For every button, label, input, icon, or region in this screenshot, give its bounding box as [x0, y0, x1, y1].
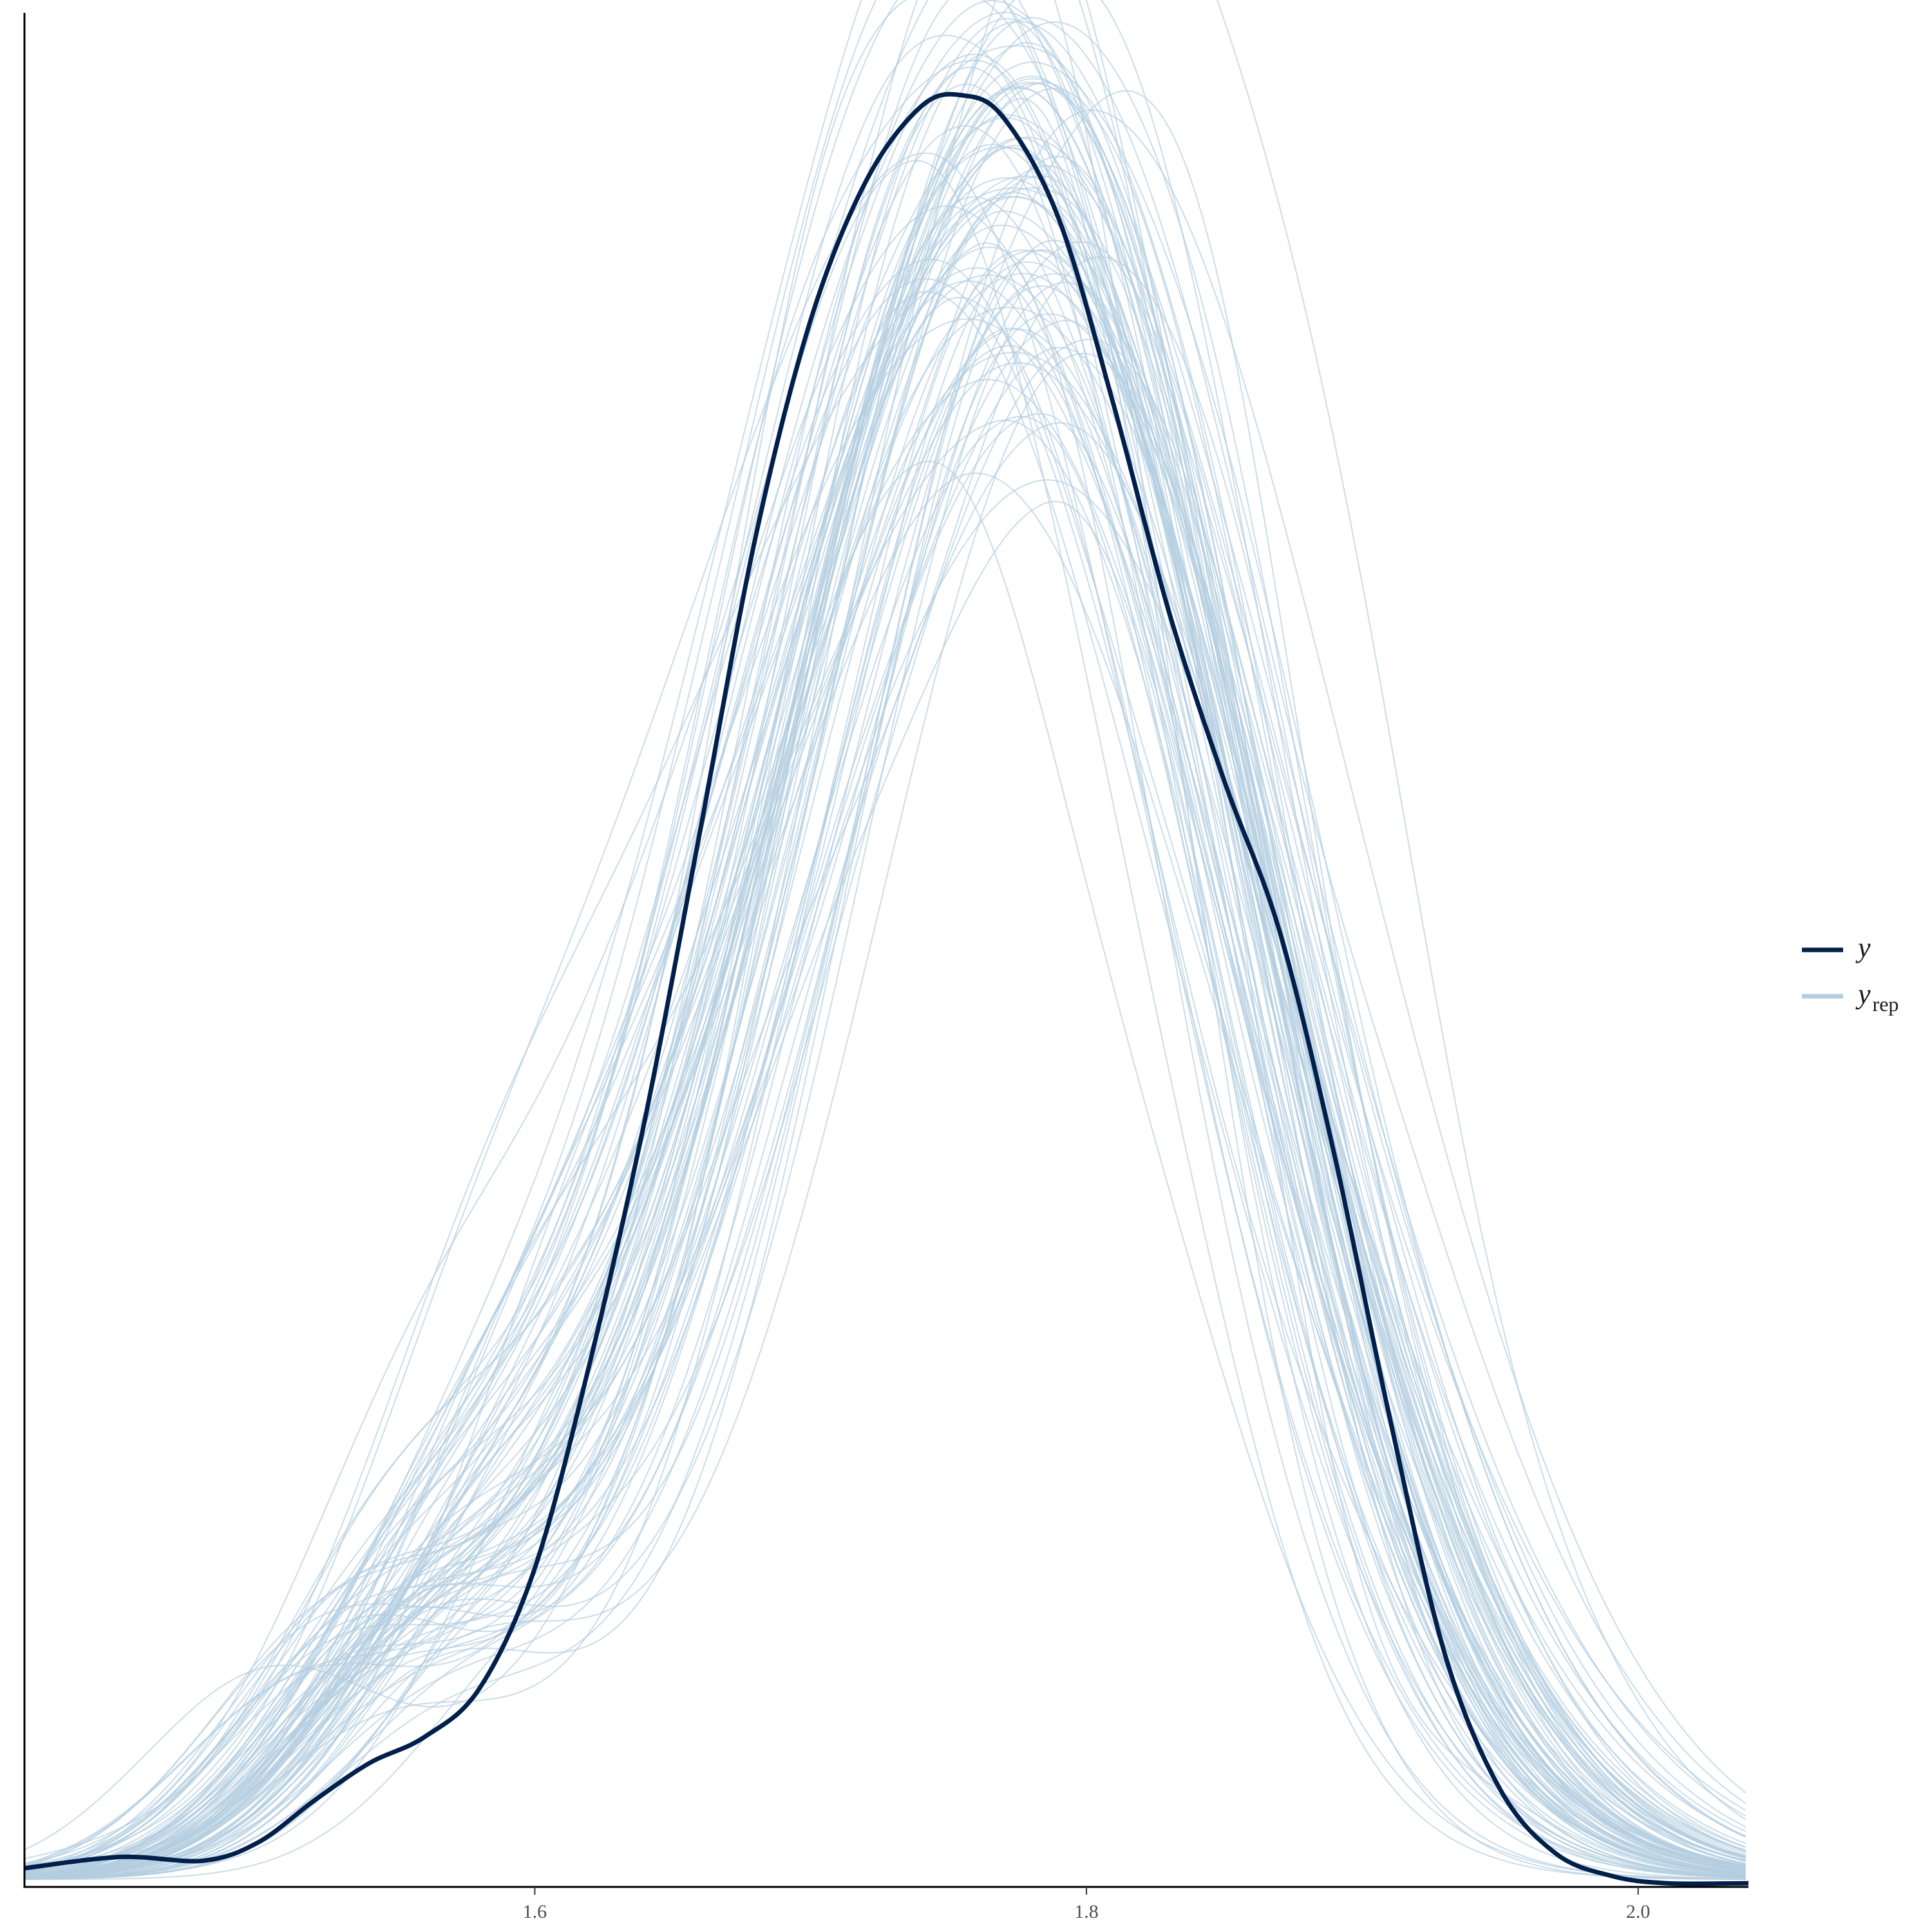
x-ticks: 1.6 1.8 2.0: [523, 1887, 1651, 1922]
yrep-curve: [24, 261, 1747, 1880]
yrep-curve: [24, 83, 1746, 1879]
x-tick-label: 1.8: [1074, 1901, 1099, 1922]
yrep-curve: [24, 0, 1746, 1877]
x-tick-label: 1.6: [523, 1901, 547, 1922]
yrep-curve: [24, 258, 1746, 1875]
legend-label-y: y: [1855, 932, 1871, 963]
yrep-curve: [24, 175, 1746, 1878]
yrep-curve: [24, 205, 1746, 1877]
yrep-curve: [24, 0, 1746, 1877]
legend-label-yrep-main: y: [1855, 978, 1871, 1010]
yrep-curve: [24, 352, 1746, 1880]
yrep-curve: [24, 175, 1746, 1877]
yrep-curve: [24, 0, 1747, 1877]
yrep-curve: [24, 0, 1746, 1876]
yrep-curve: [24, 144, 1746, 1879]
yrep-curve: [24, 156, 1746, 1877]
yrep-curve: [24, 61, 1747, 1880]
yrep-curve: [24, 210, 1747, 1880]
yrep-curve: [24, 152, 1746, 1878]
yrep-curve: [24, 419, 1746, 1878]
y-curve-layer: [24, 91, 1749, 1886]
yrep-curve: [24, 87, 1746, 1871]
yrep-curve: [24, 160, 1746, 1880]
yrep-curve: [24, 249, 1747, 1879]
legend: y yrep: [1802, 932, 1899, 1016]
yrep-curve: [24, 196, 1746, 1865]
yrep-curve: [24, 281, 1746, 1879]
yrep-curve: [24, 187, 1746, 1879]
yrep-curve: [24, 144, 1746, 1876]
x-tick-label: 2.0: [1626, 1901, 1651, 1922]
yrep-curve: [24, 362, 1746, 1876]
yrep-curve: [24, 21, 1746, 1879]
legend-label-yrep: yrep: [1855, 978, 1899, 1016]
y-curve: [24, 91, 1749, 1886]
yrep-curve: [24, 285, 1746, 1880]
yrep-curve: [24, 0, 1746, 1873]
yrep-curves: [24, 0, 1747, 1880]
yrep-curve: [24, 313, 1746, 1880]
yrep-curve: [24, 273, 1747, 1873]
legend-label-yrep-sub: rep: [1873, 992, 1899, 1016]
yrep-curve: [24, 338, 1746, 1880]
yrep-curve: [24, 177, 1747, 1875]
yrep-curve: [24, 45, 1746, 1877]
yrep-curve: [24, 460, 1746, 1880]
yrep-curve: [24, 59, 1746, 1878]
yrep-curve: [24, 500, 1746, 1879]
yrep-curve: [24, 34, 1746, 1876]
yrep-curve: [24, 75, 1746, 1877]
yrep-curve: [24, 17, 1746, 1878]
yrep-curve: [24, 0, 1746, 1880]
yrep-curve: [24, 241, 1747, 1880]
yrep-curve: [24, 191, 1746, 1872]
yrep-curve: [24, 224, 1747, 1880]
yrep-curve: [24, 165, 1746, 1879]
yrep-curve: [24, 280, 1746, 1874]
yrep-curve: [24, 274, 1746, 1878]
